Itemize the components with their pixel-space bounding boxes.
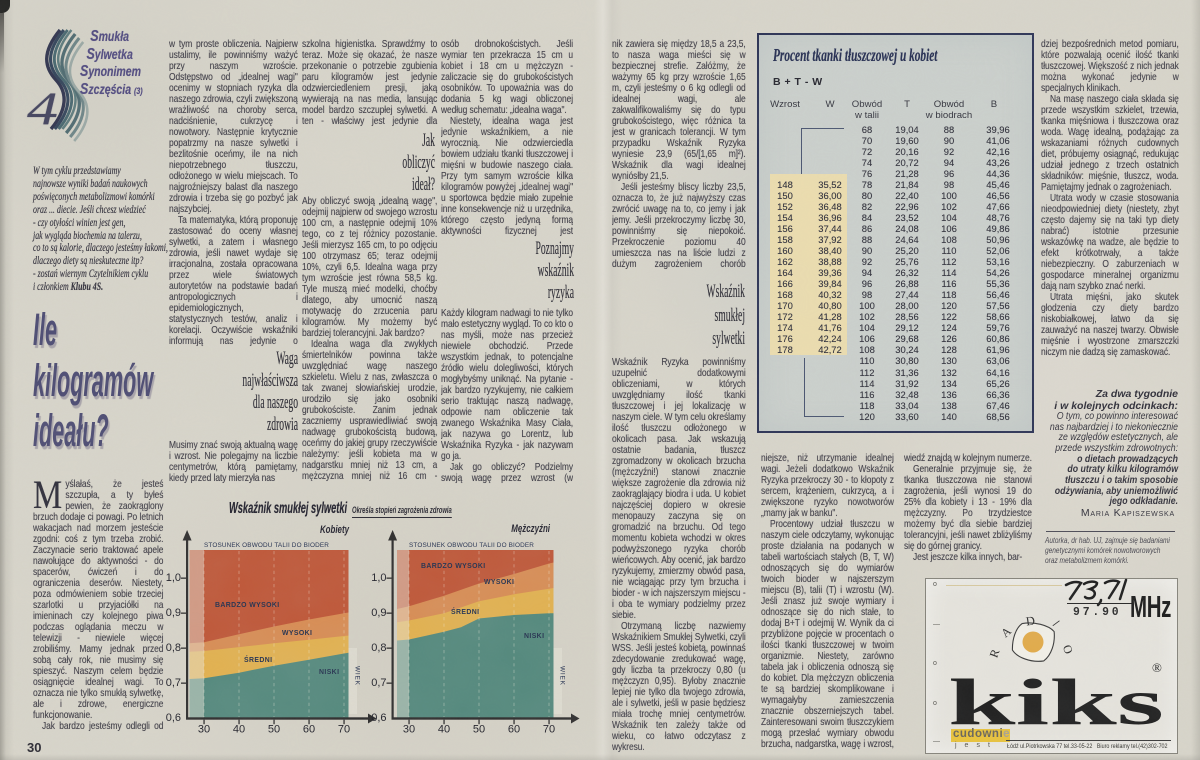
svg-text:0,8: 0,8 <box>371 642 386 654</box>
svg-text:0,8: 0,8 <box>166 642 181 654</box>
svg-text:40: 40 <box>233 724 245 736</box>
svg-text:70: 70 <box>543 724 555 736</box>
svg-text:WIEK: WIEK <box>354 666 361 686</box>
svg-text:ŚREDNI: ŚREDNI <box>451 607 479 616</box>
svg-text:STOSUNEK OBWODU TALII DO BIODE: STOSUNEK OBWODU TALII DO BIODER <box>204 542 329 549</box>
svg-text:BARDZO WYSOKI: BARDZO WYSOKI <box>215 602 280 609</box>
svg-text:0,9: 0,9 <box>371 607 386 619</box>
svg-text:60: 60 <box>303 724 315 736</box>
svg-text:1,0: 1,0 <box>371 572 386 584</box>
svg-text:NISKI: NISKI <box>524 633 544 640</box>
svg-text:WYSOKI: WYSOKI <box>484 579 514 586</box>
svg-text:30: 30 <box>198 724 210 736</box>
svg-text:0,7: 0,7 <box>371 677 386 689</box>
svg-text:30: 30 <box>403 724 415 736</box>
svg-text:0,6: 0,6 <box>166 712 181 724</box>
svg-text:BARDZO WYSOKI: BARDZO WYSOKI <box>421 563 486 570</box>
svg-text:0,6: 0,6 <box>371 712 386 724</box>
svg-text:STOSUNEK OBWODU TALII DO BIODE: STOSUNEK OBWODU TALII DO BIODER <box>409 542 534 549</box>
svg-text:WYSOKI: WYSOKI <box>282 630 312 637</box>
svg-text:60: 60 <box>508 724 520 736</box>
svg-text:ŚREDNI: ŚREDNI <box>244 655 272 664</box>
svg-text:0,7: 0,7 <box>166 677 181 689</box>
svg-text:0,9: 0,9 <box>166 607 181 619</box>
svg-text:40: 40 <box>438 724 450 736</box>
svg-text:70: 70 <box>338 724 350 736</box>
svg-text:NISKI: NISKI <box>319 669 339 676</box>
svg-text:1,0: 1,0 <box>166 572 181 584</box>
svg-text:50: 50 <box>268 724 280 736</box>
svg-text:50: 50 <box>473 724 485 736</box>
svg-text:WIEK: WIEK <box>559 666 566 686</box>
